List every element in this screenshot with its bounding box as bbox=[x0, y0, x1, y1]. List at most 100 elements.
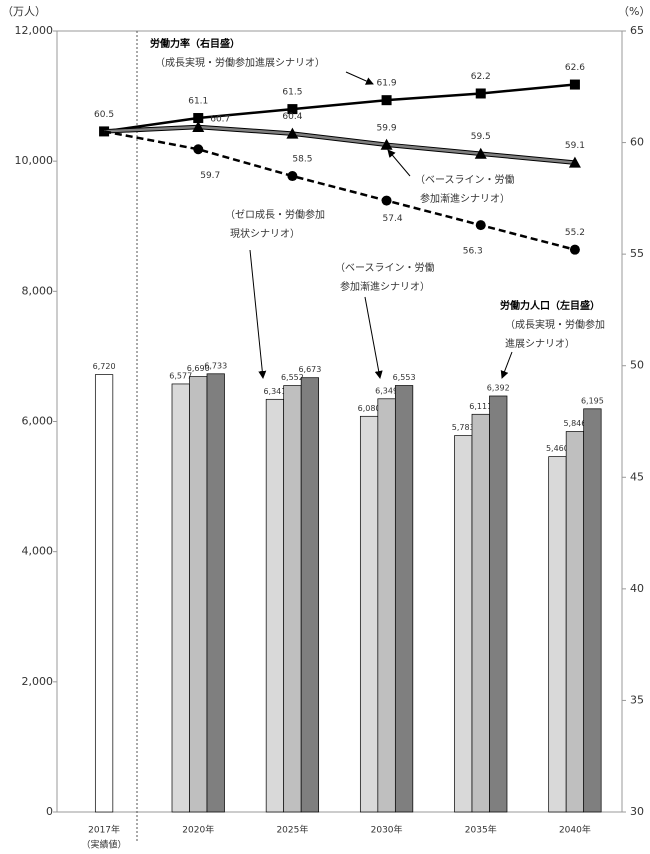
bar-value-label: 6,080 bbox=[358, 404, 381, 413]
line bbox=[103, 130, 576, 251]
bar-value-label: 5,846 bbox=[563, 419, 586, 428]
bar bbox=[583, 408, 602, 813]
marker bbox=[192, 120, 205, 132]
bar-value-label: 6,733 bbox=[204, 361, 227, 370]
arrow bbox=[364, 296, 383, 379]
line-value-label: 60.5 bbox=[94, 110, 114, 120]
y-tick-label: 6,000 bbox=[22, 415, 54, 428]
annotation: 参加漸進シナリオ） bbox=[340, 280, 430, 293]
line-value-label: 55.2 bbox=[565, 228, 585, 238]
annotation: 労働力率（右目盛） bbox=[150, 37, 240, 50]
bar-value-label: 6,195 bbox=[581, 396, 604, 405]
bar-value-label: 5,460 bbox=[546, 444, 569, 453]
bar bbox=[471, 413, 490, 813]
y2-unit: （%） bbox=[618, 5, 650, 18]
bar bbox=[489, 395, 508, 813]
annotation: （成長実現・労働参加 bbox=[505, 318, 605, 331]
bar bbox=[454, 435, 473, 813]
bar-value-label: 6,552 bbox=[281, 373, 304, 382]
line-value-label: 60.7 bbox=[210, 114, 230, 124]
line-value-label: 56.3 bbox=[463, 247, 483, 257]
marker bbox=[193, 144, 204, 155]
marker bbox=[380, 138, 393, 150]
arrows bbox=[249, 71, 513, 379]
bar-value-label: 6,341 bbox=[263, 387, 286, 396]
bar bbox=[548, 456, 567, 813]
line-value-label: 59.9 bbox=[377, 123, 397, 133]
bar-value-label: 6,690 bbox=[187, 364, 210, 373]
line-value-label: 62.6 bbox=[565, 63, 585, 73]
annotation: （成長実現・労働参加進展シナリオ） bbox=[155, 56, 325, 69]
arrow bbox=[500, 351, 513, 379]
bar bbox=[189, 376, 208, 813]
line-value-label: 57.4 bbox=[383, 214, 403, 224]
arrow bbox=[249, 249, 267, 379]
bar bbox=[300, 377, 320, 813]
marker bbox=[193, 113, 204, 124]
bar bbox=[94, 374, 114, 813]
bar bbox=[265, 398, 285, 813]
annotation: 参加漸進シナリオ） bbox=[420, 192, 510, 205]
marker bbox=[286, 127, 299, 139]
y-tick-label: 0 bbox=[46, 805, 53, 818]
bar bbox=[565, 431, 585, 813]
marker bbox=[287, 171, 298, 182]
marker bbox=[475, 88, 486, 99]
line-value-label: 61.9 bbox=[377, 79, 397, 89]
y2-tick-label: 35 bbox=[630, 693, 644, 706]
bar-value-label: 6,577 bbox=[169, 371, 192, 380]
category-note: （実績値） bbox=[81, 839, 126, 851]
line-value-label: 59.5 bbox=[471, 132, 491, 142]
bar bbox=[359, 415, 379, 813]
marker bbox=[475, 220, 486, 231]
y-tick-label: 2,000 bbox=[22, 675, 54, 688]
marker bbox=[568, 156, 581, 168]
y2-tick-label: 45 bbox=[630, 470, 644, 483]
y2-tick-label: 65 bbox=[630, 24, 644, 37]
marker bbox=[287, 104, 298, 115]
y2-tick-label: 30 bbox=[630, 805, 644, 818]
bar-value-label: 6,392 bbox=[487, 383, 510, 392]
y-tick-label: 10,000 bbox=[15, 154, 54, 167]
y2-tick-label: 60 bbox=[630, 136, 644, 149]
line-value-label: 62.2 bbox=[471, 72, 491, 82]
bar bbox=[394, 385, 414, 813]
annotation: 進展シナリオ） bbox=[505, 338, 575, 350]
line bbox=[103, 83, 576, 133]
line-value-label: 58.5 bbox=[292, 155, 312, 165]
line-value-label: 59.1 bbox=[565, 141, 585, 151]
annotation: 現状シナリオ） bbox=[230, 227, 300, 240]
marker bbox=[569, 244, 580, 255]
annotation: （ベースライン・労働 bbox=[335, 261, 435, 274]
x-tick-label: 2040年 bbox=[559, 824, 591, 836]
line bbox=[104, 125, 576, 164]
marker bbox=[474, 147, 487, 159]
bar bbox=[206, 373, 225, 813]
annotation: （ゼロ成長・労働参加 bbox=[225, 208, 325, 221]
line-value-label: 61.5 bbox=[282, 88, 302, 98]
y2-tick-label: 40 bbox=[630, 582, 644, 595]
x-tick-label: 2030年 bbox=[371, 824, 403, 836]
line-value-label: 61.1 bbox=[188, 97, 208, 107]
x-tick-label: 2035年 bbox=[465, 824, 497, 836]
x-tick-label: 2025年 bbox=[276, 824, 308, 836]
y-tick-label: 8,000 bbox=[22, 284, 54, 297]
marker bbox=[569, 79, 580, 90]
y-tick-label: 4,000 bbox=[22, 545, 54, 558]
arrow bbox=[387, 149, 411, 177]
line-value-label: 60.4 bbox=[282, 112, 302, 122]
marker bbox=[381, 195, 392, 206]
y2-tick-label: 50 bbox=[630, 359, 644, 372]
x-tick-label: 2020年 bbox=[182, 824, 214, 836]
line-value-label: 59.7 bbox=[200, 171, 220, 181]
bar-value-label: 6,349 bbox=[375, 386, 398, 395]
marker bbox=[381, 95, 392, 106]
y-unit: （万人） bbox=[2, 5, 46, 18]
bar-value-label: 5,783 bbox=[452, 423, 475, 432]
bar-value-label: 6,111 bbox=[469, 402, 492, 411]
arrow bbox=[345, 71, 374, 85]
bar bbox=[377, 398, 396, 813]
x-tick-label: 2017年 bbox=[88, 824, 120, 836]
annotation: 労働力人口（左目盛） bbox=[500, 299, 600, 312]
